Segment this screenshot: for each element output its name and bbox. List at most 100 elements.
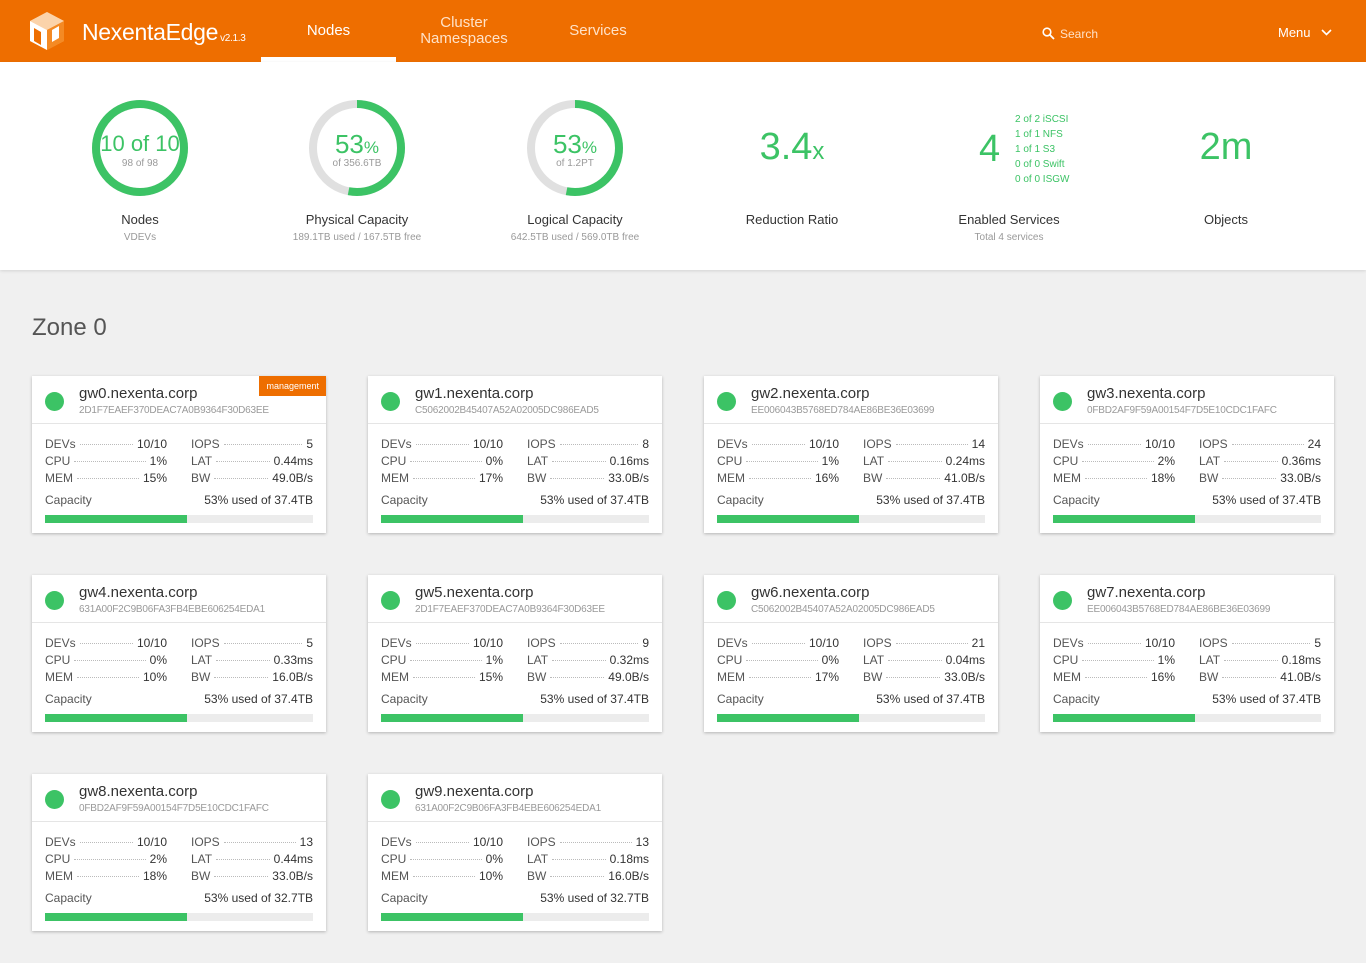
node-hostname[interactable]: gw7.nexenta.corp <box>1087 584 1206 601</box>
node-hostname[interactable]: gw0.nexenta.corp <box>79 385 198 402</box>
version-label: v2.1.3 <box>220 33 246 44</box>
metric-bw-value: 33.0B/s <box>944 670 985 684</box>
node-id: 631A00F2C9B06FA3FB4EBE606254EDA1 <box>415 803 601 814</box>
capacity-bar <box>717 515 985 523</box>
menu-dropdown[interactable]: Menu <box>1278 25 1332 40</box>
tab-cluster-namespaces[interactable]: Cluster Namespaces <box>404 0 524 62</box>
capacity-value: 53% used of 37.4TB <box>204 692 313 706</box>
metric-lat-label: LAT <box>863 653 885 667</box>
metric-iops-label: IOPS <box>191 437 220 451</box>
capacity-bar <box>381 714 649 722</box>
leader-dots <box>415 842 469 843</box>
capacity-label: Capacity <box>45 493 92 507</box>
node-card[interactable]: gw5.nexenta.corp 2D1F7EAEF370DEAC7A0B936… <box>368 575 662 732</box>
node-hostname[interactable]: gw9.nexenta.corp <box>415 783 534 800</box>
metric-devs-value: 10/10 <box>472 636 503 650</box>
metric-mem: MEM 17% <box>717 670 839 687</box>
capacity-bar-fill <box>45 913 188 921</box>
metric-devs-label: DEVs <box>1053 437 1084 451</box>
leader-dots <box>214 876 269 877</box>
metric-lat: LAT 0.24ms <box>863 454 985 471</box>
tab-services[interactable]: Services <box>548 0 648 62</box>
metric-devs-label: DEVs <box>381 835 412 849</box>
metric-lat-label: LAT <box>1199 454 1221 468</box>
capacity-bar-fill <box>381 714 524 722</box>
metric-bw-value: 41.0B/s <box>1280 670 1321 684</box>
metric-devs-label: DEVs <box>1053 636 1084 650</box>
leader-dots <box>77 677 139 678</box>
metric-iops-value: 21 <box>971 636 985 650</box>
leader-dots <box>888 461 942 462</box>
leader-dots <box>559 643 639 644</box>
leader-dots <box>216 859 270 860</box>
capacity-bar <box>1053 714 1321 722</box>
metric-iops: IOPS 9 <box>527 636 649 653</box>
metric-cpu: CPU 0% <box>381 852 503 869</box>
node-hostname[interactable]: gw4.nexenta.corp <box>79 584 198 601</box>
capacity-bar-fill <box>1053 714 1196 722</box>
physical-capacity-total: of 356.6TB <box>332 158 382 169</box>
node-hostname[interactable]: gw6.nexenta.corp <box>751 584 870 601</box>
metric-lat-label: LAT <box>191 852 213 866</box>
metric-mem-label: MEM <box>45 670 73 684</box>
node-hostname[interactable]: gw5.nexenta.corp <box>415 584 534 601</box>
service-s3: 1 of 1 S3 <box>1015 144 1056 155</box>
node-card[interactable]: gw1.nexenta.corp C5062002B45407A52A02005… <box>368 376 662 533</box>
leader-dots <box>415 444 469 445</box>
tab-services-label: Services <box>569 22 627 39</box>
capacity-value: 53% used of 37.4TB <box>540 493 649 507</box>
capacity-bar-fill <box>45 515 188 523</box>
node-card[interactable]: gw8.nexenta.corp 0FBD2AF9F59A00154F7D5E1… <box>32 774 326 931</box>
metric-bw: BW 33.0B/s <box>191 869 313 886</box>
node-card[interactable]: gw9.nexenta.corp 631A00F2C9B06FA3FB4EBE6… <box>368 774 662 931</box>
node-card-header: gw0.nexenta.corp 2D1F7EAEF370DEAC7A0B936… <box>32 376 326 424</box>
status-online-icon <box>717 591 736 610</box>
metric-iops-label: IOPS <box>527 835 556 849</box>
leader-dots <box>74 859 146 860</box>
logical-capacity-sublabel: 642.5TB used / 569.0TB free <box>510 232 640 243</box>
node-card[interactable]: gw6.nexenta.corp C5062002B45407A52A02005… <box>704 575 998 732</box>
metric-devs-label: DEVs <box>717 636 748 650</box>
node-hostname[interactable]: gw2.nexenta.corp <box>751 385 870 402</box>
capacity-bar <box>381 913 649 921</box>
metric-lat-value: 0.44ms <box>273 852 313 866</box>
capacity-bar <box>717 714 985 722</box>
search-input[interactable] <box>1060 24 1210 44</box>
metric-devs-value: 10/10 <box>1144 636 1175 650</box>
node-card[interactable]: gw7.nexenta.corp EE006043B5768ED784AE86B… <box>1040 575 1334 732</box>
capacity-value: 53% used of 37.4TB <box>876 493 985 507</box>
metric-devs: DEVs 10/10 <box>45 835 167 852</box>
metric-bw: BW 49.0B/s <box>527 670 649 687</box>
metric-devs-label: DEVs <box>45 835 76 849</box>
metric-cpu-value: 1% <box>485 653 503 667</box>
metric-mem-label: MEM <box>45 471 73 485</box>
leader-dots <box>888 660 942 661</box>
metric-mem-label: MEM <box>45 869 73 883</box>
node-hostname[interactable]: gw8.nexenta.corp <box>79 783 198 800</box>
capacity-bar <box>1053 515 1321 523</box>
metric-bw-value: 16.0B/s <box>608 869 649 883</box>
metric-mem: MEM 18% <box>45 869 167 886</box>
metric-devs: DEVs 10/10 <box>717 636 839 653</box>
capacity-bar <box>45 913 313 921</box>
tab-nodes[interactable]: Nodes <box>261 0 396 62</box>
node-card-header: gw4.nexenta.corp 631A00F2C9B06FA3FB4EBE6… <box>32 575 326 623</box>
metric-lat-label: LAT <box>191 454 213 468</box>
node-id: EE006043B5768ED784AE86BE36E03699 <box>1087 604 1271 615</box>
metric-cpu: CPU 0% <box>717 653 839 670</box>
metric-mem-value: 15% <box>478 670 503 684</box>
node-card[interactable]: gw0.nexenta.corp 2D1F7EAEF370DEAC7A0B936… <box>32 376 326 533</box>
node-card[interactable]: gw4.nexenta.corp 631A00F2C9B06FA3FB4EBE6… <box>32 575 326 732</box>
node-hostname[interactable]: gw1.nexenta.corp <box>415 385 534 402</box>
leader-dots <box>751 643 805 644</box>
metric-mem: MEM 16% <box>1053 670 1175 687</box>
node-hostname[interactable]: gw3.nexenta.corp <box>1087 385 1206 402</box>
logical-capacity-percent: 53% <box>475 130 675 162</box>
leader-dots <box>413 677 475 678</box>
nexenta-logo-icon[interactable] <box>26 10 68 52</box>
node-card[interactable]: gw3.nexenta.corp 0FBD2AF9F59A00154F7D5E1… <box>1040 376 1334 533</box>
node-card[interactable]: gw2.nexenta.corp EE006043B5768ED784AE86B… <box>704 376 998 533</box>
status-online-icon <box>45 591 64 610</box>
metric-devs-label: DEVs <box>381 437 412 451</box>
leader-dots <box>1082 660 1154 661</box>
